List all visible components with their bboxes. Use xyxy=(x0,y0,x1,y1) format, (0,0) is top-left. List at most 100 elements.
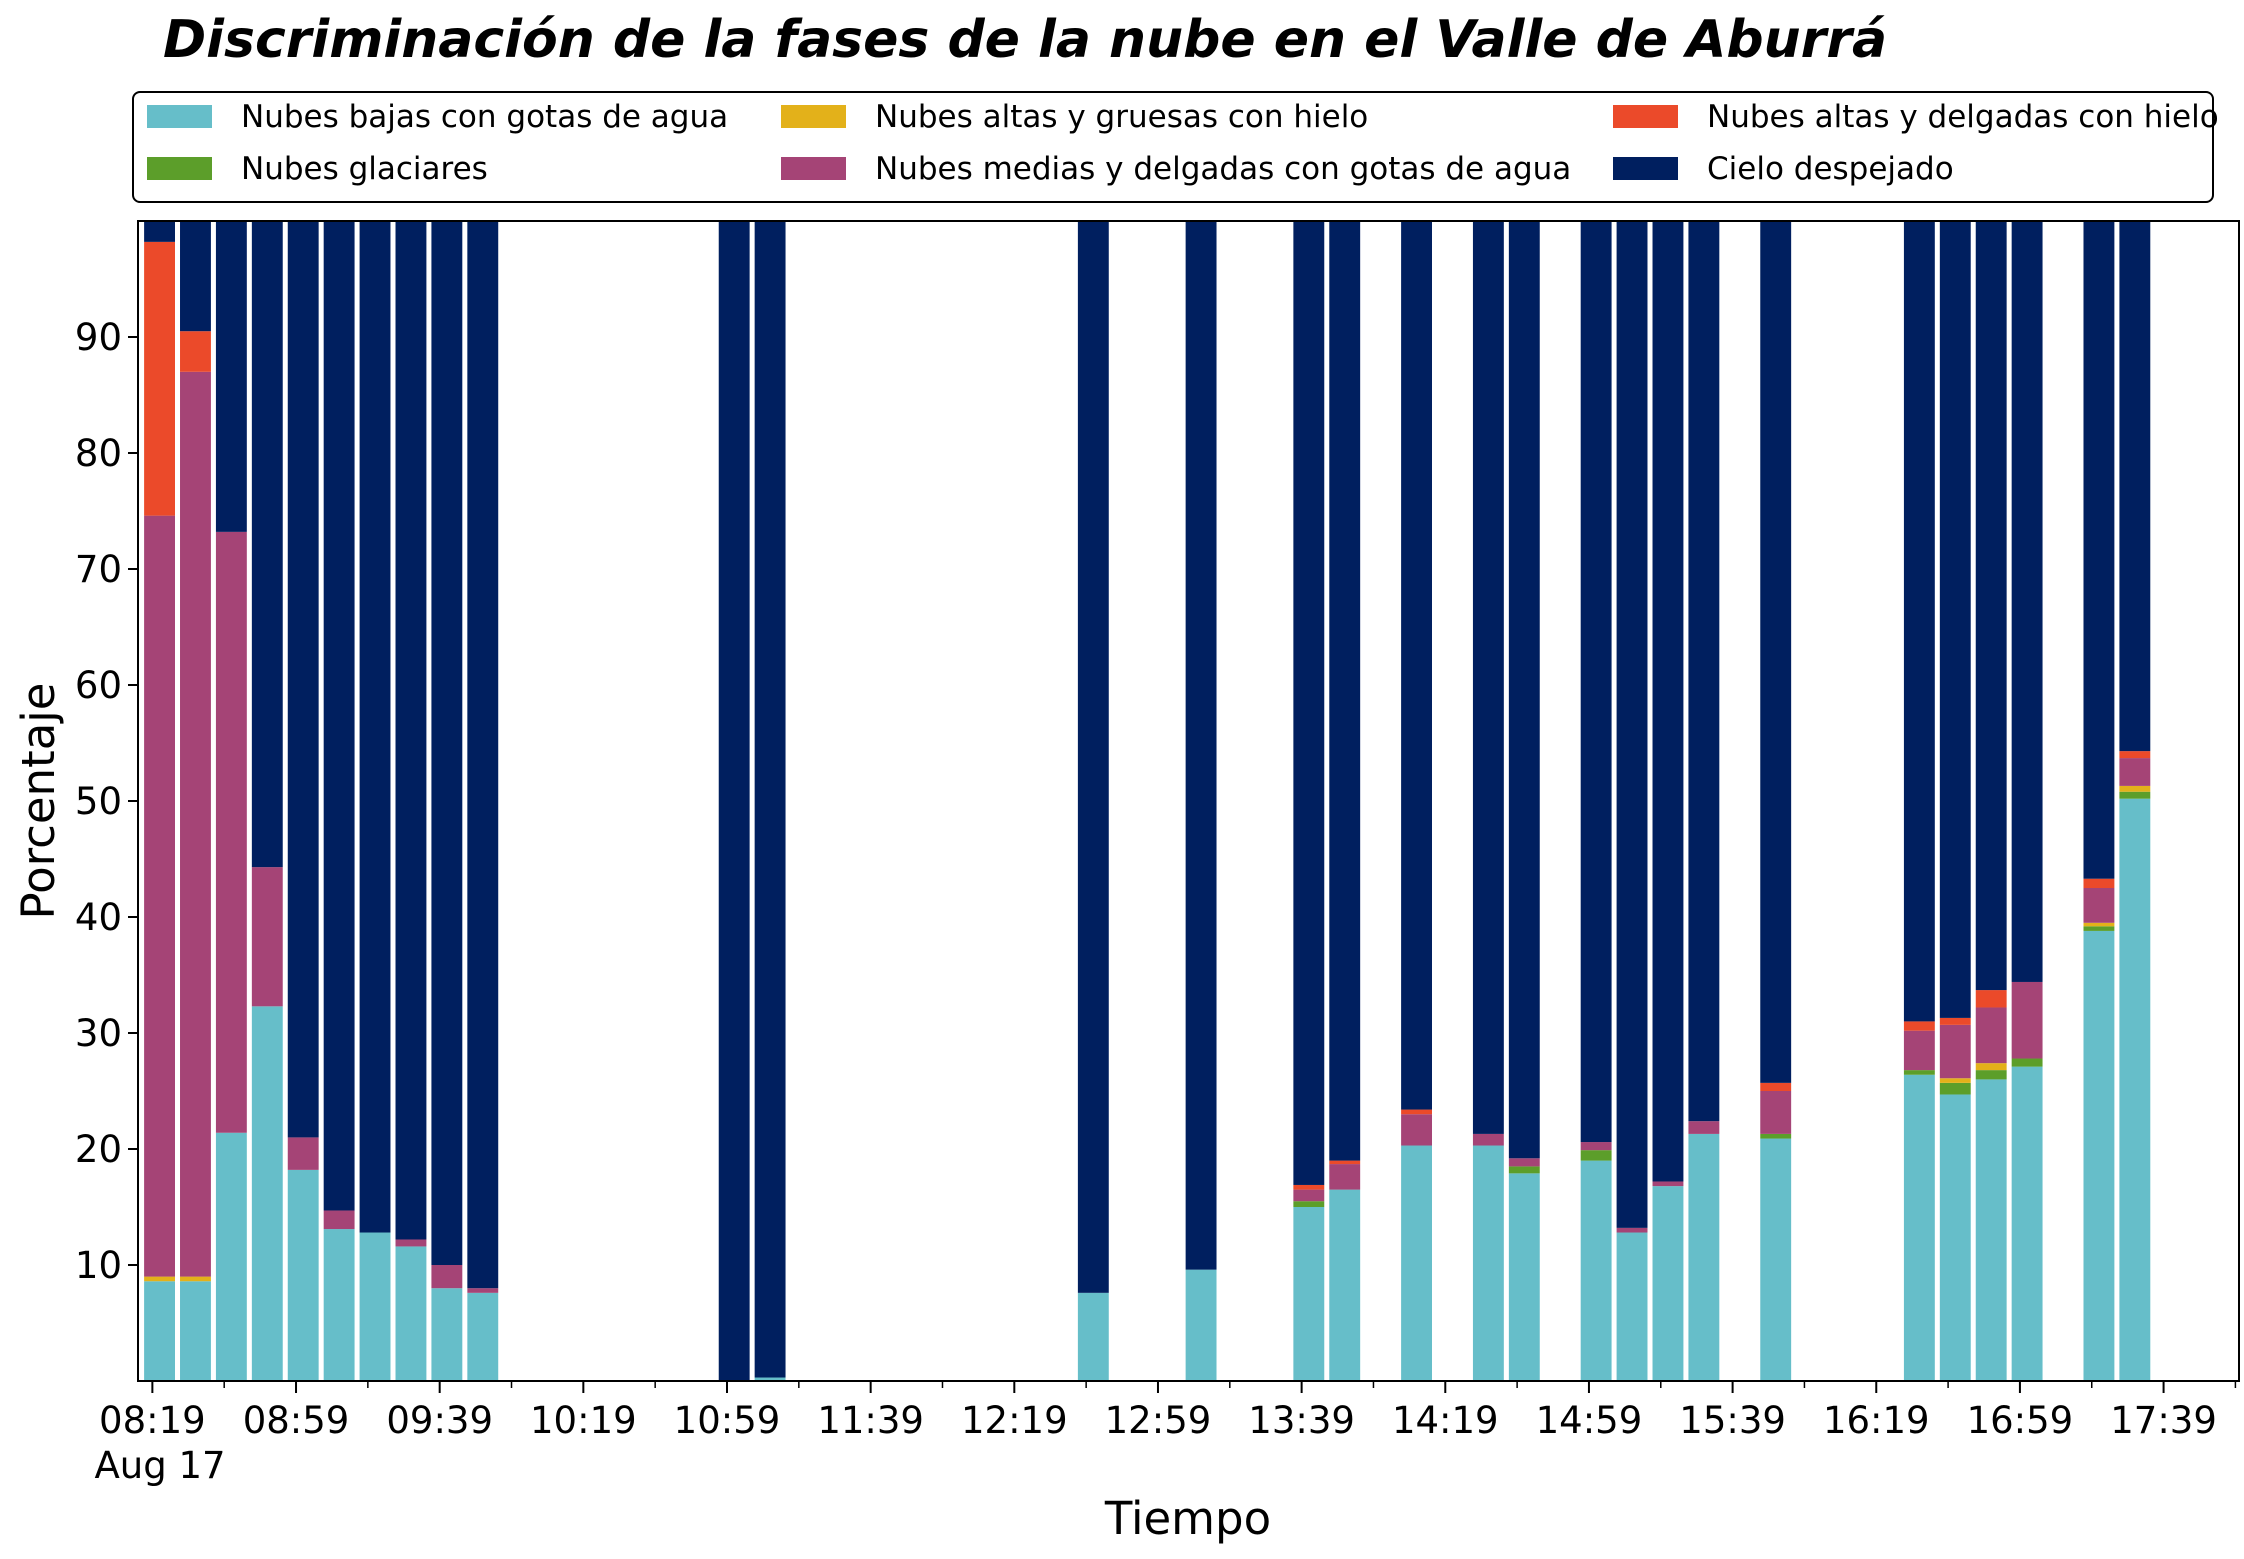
bar-segment-1731-nubes-altas-y-gruesas-con-hielo xyxy=(2119,785,2151,792)
bar-segment-1551-nubes-glaciares xyxy=(1760,1133,1792,1139)
bar-segment-1101-cielo-despejado xyxy=(718,221,750,1381)
x-axis: 08:19 08:59 09:39 10:19 10:59 11:39 12:19 12:59… xyxy=(99,1381,2237,1442)
bar-segment-0831-nubes-altas-y-gruesas-con-hielo xyxy=(180,1276,211,1282)
bar-segment-1631-cielo-despejado xyxy=(1903,221,1935,1022)
bar-segment-1721-nubes-glaciares xyxy=(2083,926,2115,931)
bar-segment-0821-cielo-despejado xyxy=(144,221,175,242)
bar-segment-1511-nubes-bajas-con-gotas-de-agua xyxy=(1616,1232,1648,1381)
bar-segment-1641-nubes-medias-y-delgadas-con-gotas-de-agua xyxy=(1939,1024,1971,1079)
bar-segment-1701-nubes-glaciares xyxy=(2011,1058,2043,1067)
bar-segment-0911-nubes-bajas-con-gotas-de-agua xyxy=(323,1229,355,1381)
x-tick-label-1419: 14:19 xyxy=(1392,1399,1499,1442)
x-tick-label-1659: 16:59 xyxy=(1967,1399,2074,1442)
x-tick-label-1459: 14:59 xyxy=(1536,1399,1643,1442)
bar-segment-1531-cielo-despejado xyxy=(1688,221,1720,1122)
bar-segment-0851-nubes-bajas-con-gotas-de-agua xyxy=(251,1006,283,1381)
bar-segment-0821-nubes-altas-y-delgadas-con-hielo xyxy=(144,241,175,516)
bar-segment-0851-cielo-despejado xyxy=(251,221,283,868)
bar-segment-1341-nubes-glaciares xyxy=(1293,1201,1325,1207)
bar-segment-1641-nubes-glaciares xyxy=(1939,1082,1971,1095)
bar-segment-0851-nubes-medias-y-delgadas-con-gotas-de-agua xyxy=(251,867,283,1007)
y-tick-label-20: 20 xyxy=(75,1128,122,1171)
x-tick-label-1339: 13:39 xyxy=(1248,1399,1355,1442)
legend-swatch-nubes-glaciares xyxy=(147,157,212,180)
legend-swatch-nubes-altas-y-delgadas-con-hielo xyxy=(1613,105,1678,128)
bar-segment-1631-nubes-altas-y-delgadas-con-hielo xyxy=(1903,1021,1935,1031)
bar-segment-1721-nubes-altas-y-gruesas-con-hielo xyxy=(2083,922,2115,927)
legend-swatch-nubes-bajas-con-gotas-de-agua xyxy=(147,105,212,128)
bar-segment-0831-nubes-bajas-con-gotas-de-agua xyxy=(180,1281,211,1381)
bar-segment-0921-cielo-despejado xyxy=(359,221,391,1233)
bars-group xyxy=(144,221,2151,1381)
bar-segment-1501-nubes-glaciares xyxy=(1580,1150,1612,1161)
bar-segment-0951-cielo-despejado xyxy=(467,221,499,1289)
bar-segment-1521-nubes-medias-y-delgadas-con-gotas-de-agua xyxy=(1652,1181,1684,1187)
bar-segment-1351-nubes-medias-y-delgadas-con-gotas-de-agua xyxy=(1329,1164,1361,1190)
bar-segment-0901-cielo-despejado xyxy=(287,221,319,1138)
bar-segment-0841-nubes-medias-y-delgadas-con-gotas-de-agua xyxy=(215,531,247,1133)
bar-segment-1111-nubes-bajas-con-gotas-de-agua xyxy=(754,1377,786,1381)
bar-segment-1501-cielo-despejado xyxy=(1580,221,1612,1143)
x-tick-label-1259: 12:59 xyxy=(1105,1399,1212,1442)
y-tick-label-60: 60 xyxy=(75,664,122,707)
bar-segment-1551-nubes-medias-y-delgadas-con-gotas-de-agua xyxy=(1760,1091,1792,1134)
x-axis-title: Tiempo xyxy=(1104,1492,1271,1545)
bar-segment-0821-nubes-bajas-con-gotas-de-agua xyxy=(144,1281,175,1381)
bar-segment-1731-nubes-altas-y-delgadas-con-hielo xyxy=(2119,751,2151,759)
legend-label-nubes-altas-y-gruesas-con-hielo: Nubes altas y gruesas con hielo xyxy=(875,99,1368,135)
bar-segment-1341-nubes-bajas-con-gotas-de-agua xyxy=(1293,1207,1325,1381)
bar-segment-1341-nubes-medias-y-delgadas-con-gotas-de-agua xyxy=(1293,1189,1325,1202)
bar-segment-1531-nubes-medias-y-delgadas-con-gotas-de-agua xyxy=(1688,1121,1720,1134)
bar-segment-1441-nubes-glaciares xyxy=(1508,1166,1540,1174)
bar-segment-1501-nubes-medias-y-delgadas-con-gotas-de-agua xyxy=(1580,1142,1612,1151)
legend-swatch-nubes-altas-y-gruesas-con-hielo xyxy=(781,105,846,128)
bar-segment-0901-nubes-bajas-con-gotas-de-agua xyxy=(287,1169,319,1381)
bar-segment-1641-cielo-despejado xyxy=(1939,221,1971,1018)
bar-segment-0831-nubes-altas-y-delgadas-con-hielo xyxy=(180,331,211,372)
bar-segment-1731-cielo-despejado xyxy=(2119,221,2151,752)
bar-segment-1701-nubes-bajas-con-gotas-de-agua xyxy=(2011,1066,2043,1381)
bar-segment-1631-nubes-glaciares xyxy=(1903,1070,1935,1075)
bar-segment-1411-nubes-bajas-con-gotas-de-agua xyxy=(1401,1145,1432,1381)
bar-segment-0831-cielo-despejado xyxy=(180,221,211,332)
bar-segment-0951-nubes-bajas-con-gotas-de-agua xyxy=(467,1292,499,1381)
bar-segment-1241-nubes-bajas-con-gotas-de-agua xyxy=(1077,1292,1109,1381)
bar-segment-1531-nubes-bajas-con-gotas-de-agua xyxy=(1688,1133,1720,1381)
x-tick-label-1739: 17:39 xyxy=(2110,1399,2217,1442)
y-tick-label-10: 10 xyxy=(75,1244,122,1287)
bar-segment-0831-nubes-medias-y-delgadas-con-gotas-de-agua xyxy=(180,371,211,1277)
bar-segment-0941-nubes-bajas-con-gotas-de-agua xyxy=(431,1288,463,1381)
bar-segment-1551-nubes-bajas-con-gotas-de-agua xyxy=(1760,1138,1792,1381)
bar-segment-1641-nubes-bajas-con-gotas-de-agua xyxy=(1939,1094,1971,1381)
legend-label-cielo-despejado: Cielo despejado xyxy=(1707,151,1954,187)
y-axis-title: Porcentaje xyxy=(12,683,65,920)
bar-segment-0911-cielo-despejado xyxy=(323,221,355,1211)
bar-segment-1551-cielo-despejado xyxy=(1760,221,1792,1083)
bar-segment-1351-cielo-despejado xyxy=(1329,221,1361,1161)
y-tick-label-30: 30 xyxy=(75,1012,122,1055)
y-tick-label-80: 80 xyxy=(75,432,122,475)
bar-segment-1651-nubes-altas-y-gruesas-con-hielo xyxy=(1975,1063,2007,1071)
bar-segment-0821-nubes-medias-y-delgadas-con-gotas-de-agua xyxy=(144,515,175,1277)
bar-segment-1701-nubes-medias-y-delgadas-con-gotas-de-agua xyxy=(2011,981,2043,1059)
bar-segment-1351-nubes-altas-y-delgadas-con-hielo xyxy=(1329,1160,1361,1165)
bar-segment-1431-nubes-medias-y-delgadas-con-gotas-de-agua xyxy=(1472,1133,1504,1146)
bar-segment-1511-nubes-medias-y-delgadas-con-gotas-de-agua xyxy=(1616,1227,1648,1233)
x-tick-label-1219: 12:19 xyxy=(961,1399,1068,1442)
bar-segment-1631-nubes-bajas-con-gotas-de-agua xyxy=(1903,1074,1935,1381)
legend-label-nubes-altas-y-delgadas-con-hielo: Nubes altas y delgadas con hielo xyxy=(1707,99,2219,135)
bar-segment-1411-nubes-medias-y-delgadas-con-gotas-de-agua xyxy=(1401,1114,1432,1146)
bar-segment-1411-cielo-despejado xyxy=(1401,221,1432,1110)
bar-segment-1731-nubes-medias-y-delgadas-con-gotas-de-agua xyxy=(2119,758,2151,786)
legend-label-nubes-medias-y-delgadas-con-gotas-de-agua: Nubes medias y delgadas con gotas de agu… xyxy=(875,151,1571,187)
bar-segment-0951-nubes-medias-y-delgadas-con-gotas-de-agua xyxy=(467,1288,499,1293)
y-tick-label-70: 70 xyxy=(75,548,122,591)
legend-label-nubes-bajas-con-gotas-de-agua: Nubes bajas con gotas de agua xyxy=(241,99,728,135)
x-tick-label-1139: 11:39 xyxy=(817,1399,924,1442)
x-tick-label-1019: 10:19 xyxy=(530,1399,637,1442)
bar-segment-1721-nubes-altas-y-delgadas-con-hielo xyxy=(2083,878,2115,888)
bar-segment-1431-nubes-bajas-con-gotas-de-agua xyxy=(1472,1145,1504,1381)
bar-segment-1631-nubes-medias-y-delgadas-con-gotas-de-agua xyxy=(1903,1030,1935,1071)
bar-segment-1651-nubes-bajas-con-gotas-de-agua xyxy=(1975,1079,2007,1381)
